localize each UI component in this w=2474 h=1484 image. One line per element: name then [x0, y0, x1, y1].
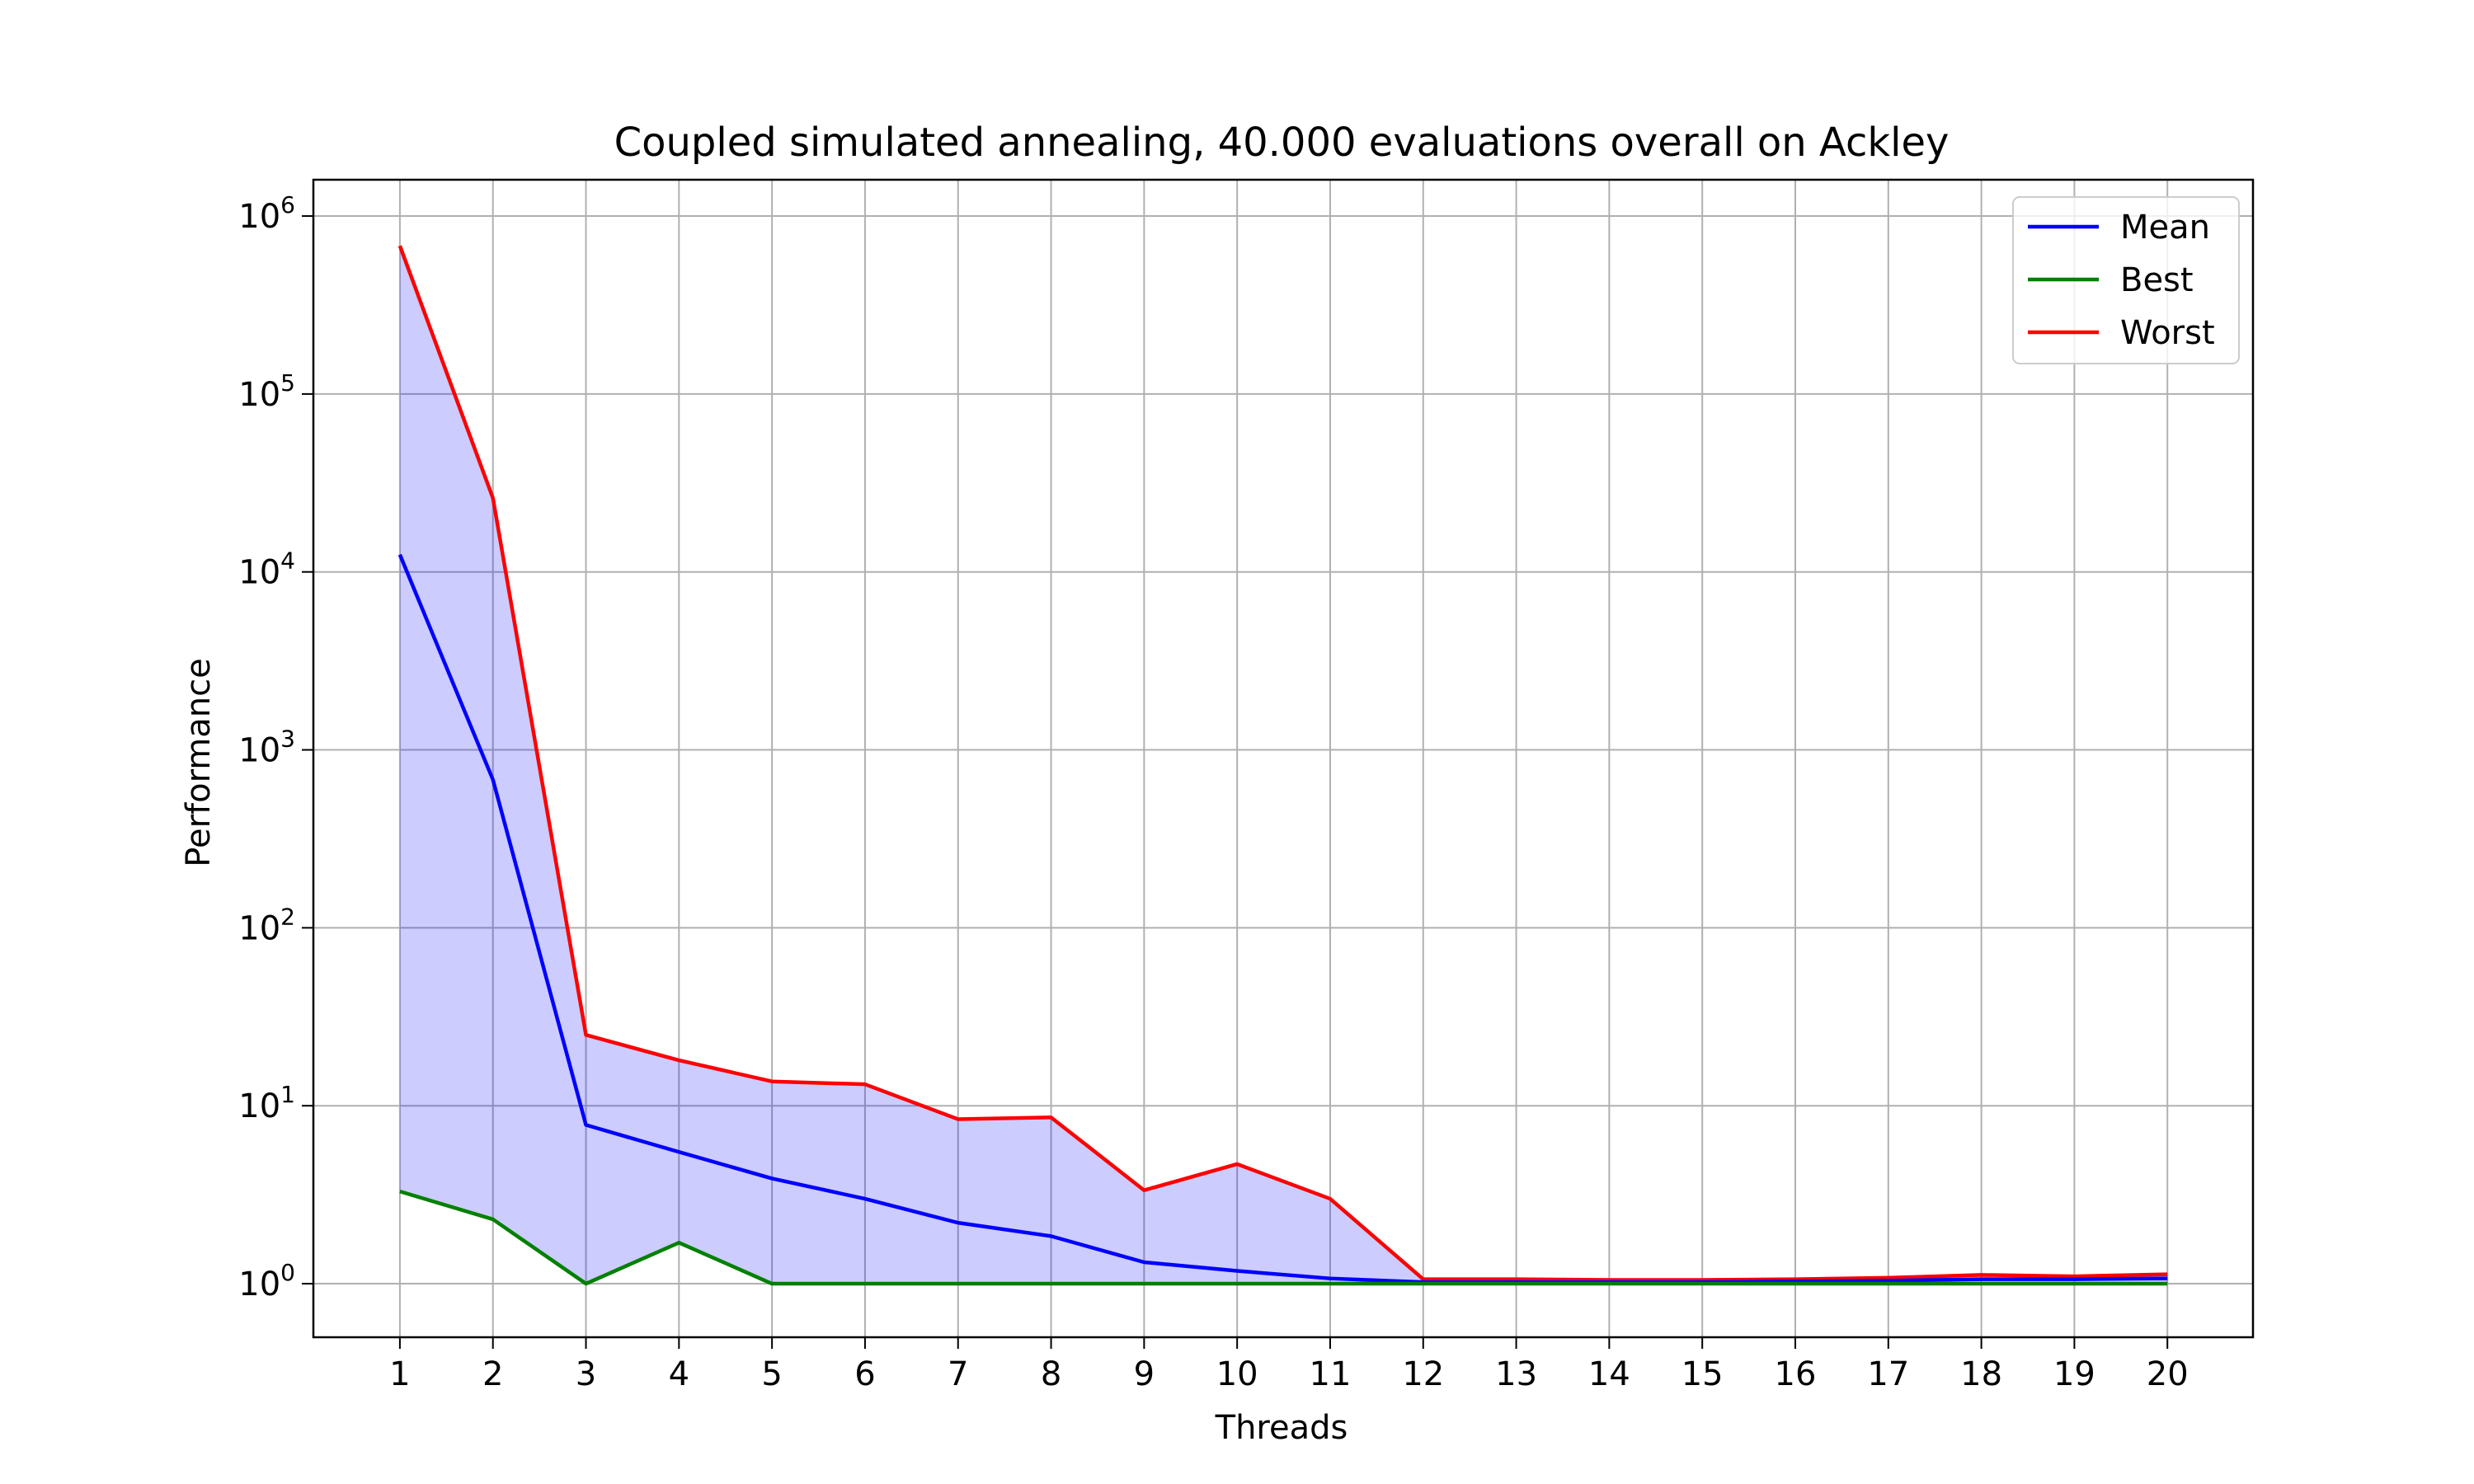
- y-axis-label: Performance: [180, 658, 218, 866]
- legend-label-mean: Mean: [2120, 209, 2210, 247]
- plot-area: 1 2 3 4 5 6 7 8 9 10 11 12 13 14 15 16 17 18 19 20100101102…: [238, 178, 2255, 1393]
- x-tick-label: 2: [482, 1355, 503, 1393]
- x-tick-label: 16: [1775, 1355, 1817, 1393]
- x-tick-label: 7: [948, 1355, 968, 1393]
- chart-title: Coupled simulated annealing, 40.000 eval…: [614, 120, 1950, 166]
- axes-frame: [312, 178, 2255, 1339]
- y-tick-label: 104: [238, 547, 295, 592]
- x-tick-label: 11: [1310, 1355, 1352, 1393]
- x-tick-label: 20: [2147, 1355, 2189, 1393]
- y-tick-label: 103: [238, 726, 295, 770]
- y-tick-label: 101: [238, 1081, 295, 1125]
- x-tick-label: 19: [2053, 1355, 2095, 1393]
- x-tick-label: 10: [1216, 1355, 1258, 1393]
- x-tick-label: 8: [1041, 1355, 1061, 1393]
- x-tick-label: 17: [1867, 1355, 1909, 1393]
- x-tick-label: 18: [1960, 1355, 2002, 1393]
- x-tick-label: 14: [1588, 1355, 1630, 1393]
- x-tick-label: 3: [576, 1355, 596, 1393]
- y-tick-label: 102: [238, 903, 295, 947]
- series-line-worst: [397, 245, 2168, 1282]
- legend-box: [2012, 196, 2240, 364]
- x-tick-label: 9: [1134, 1355, 1155, 1393]
- x-tick-label: 13: [1495, 1355, 1537, 1393]
- fill-band: [399, 246, 2168, 1284]
- series-line-best: [399, 1189, 2168, 1286]
- legend: Mean Best Worst: [2012, 196, 2240, 364]
- y-tick-label: 106: [238, 191, 295, 236]
- y-tick-label: 100: [238, 1259, 295, 1303]
- x-tick-label: 6: [854, 1355, 875, 1393]
- legend-label-best: Best: [2120, 261, 2194, 299]
- y-tick-label: 105: [238, 369, 295, 414]
- legend-label-worst: Worst: [2120, 314, 2215, 352]
- x-tick-label: 15: [1681, 1355, 1724, 1393]
- x-tick-label: 1: [389, 1355, 410, 1393]
- x-tick-label: 12: [1402, 1355, 1444, 1393]
- x-tick-label: 4: [669, 1355, 689, 1393]
- series-line-mean: [397, 553, 2168, 1284]
- x-axis-label: Threads: [1215, 1409, 1348, 1447]
- x-tick-label: 5: [761, 1355, 782, 1393]
